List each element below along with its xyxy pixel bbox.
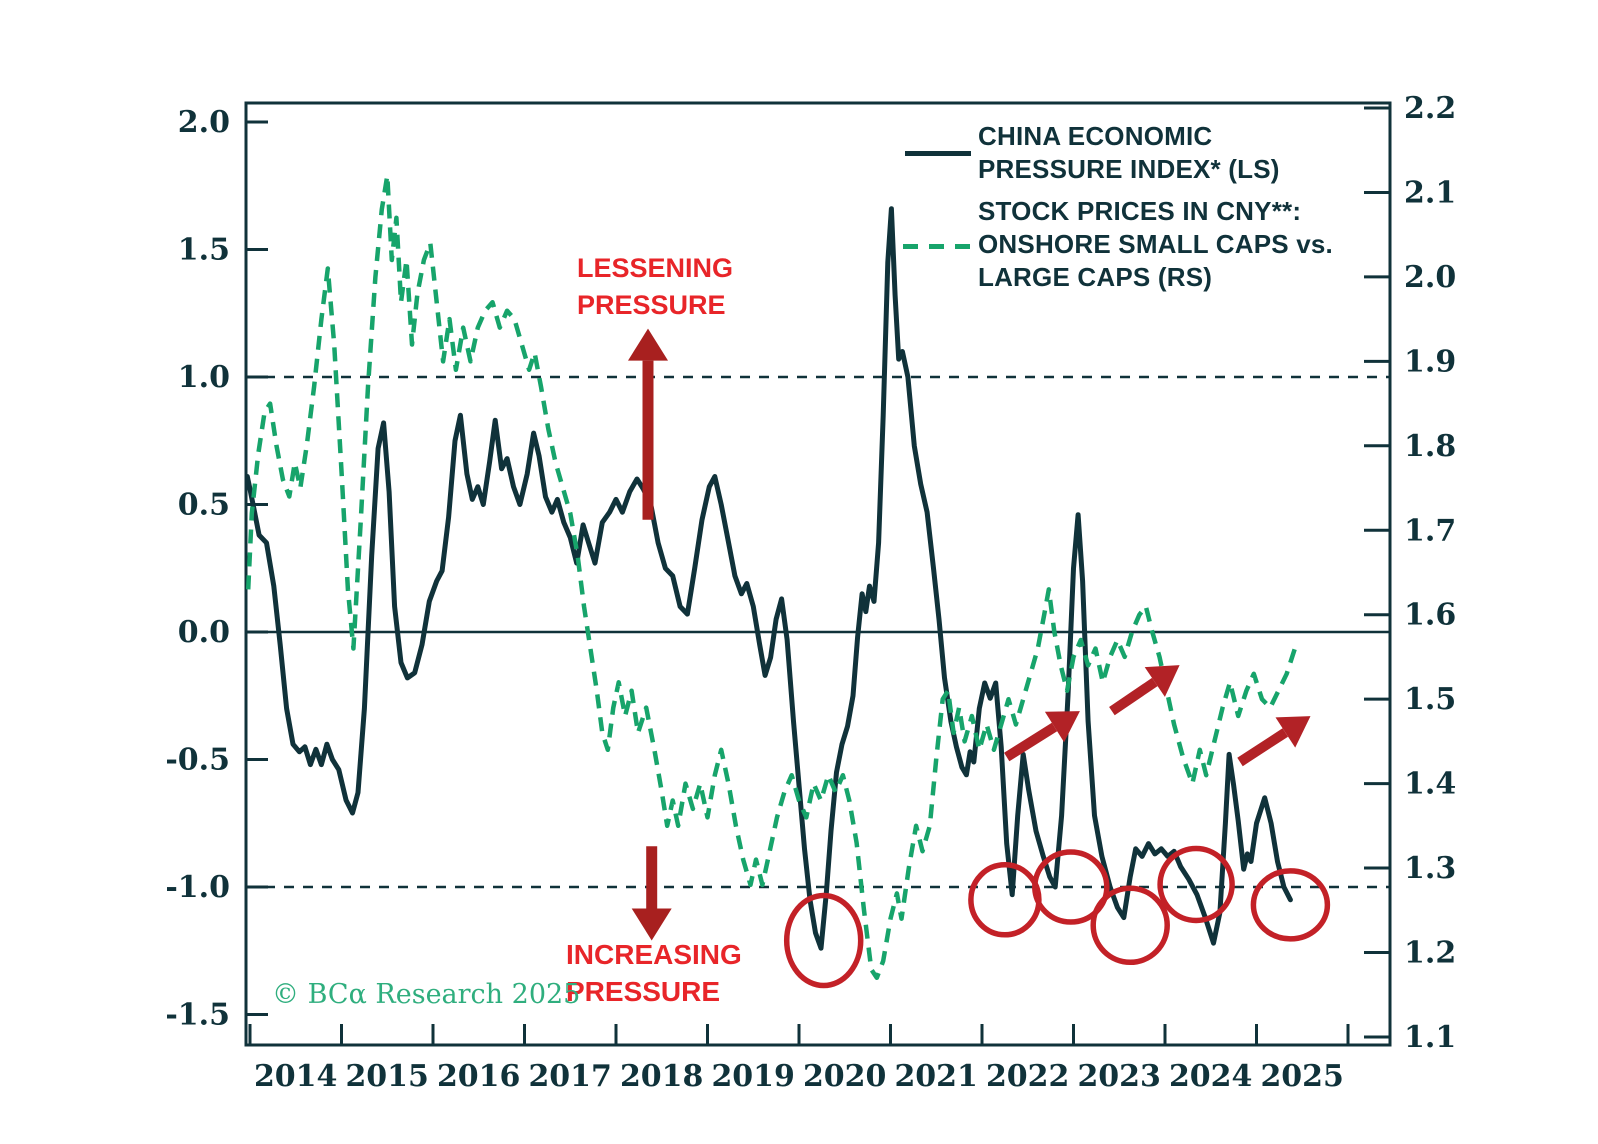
trend-arrow <box>1109 677 1158 716</box>
pressure-index-line <box>244 206 1293 951</box>
trend-arrow <box>1275 716 1311 748</box>
left-axis-label: 1.5 <box>178 233 230 268</box>
annotation-text: PRESSURE <box>577 290 726 320</box>
trend-arrow <box>1237 728 1289 767</box>
increasing-pressure-arrow <box>631 908 672 941</box>
right-axis-label: 1.7 <box>1404 513 1456 548</box>
right-axis-label: 1.6 <box>1404 598 1456 633</box>
smallcap-largecap-ratio-line <box>245 173 1298 981</box>
legend-label: PRESSURE INDEX* (LS) <box>978 154 1280 184</box>
legend-label: ONSHORE SMALL CAPS vs. <box>978 229 1333 259</box>
right-axis-label: 1.2 <box>1404 936 1456 971</box>
right-axis-label: 2.1 <box>1404 175 1456 210</box>
trend-arrow <box>1004 722 1058 762</box>
right-axis-label: 1.8 <box>1404 429 1456 464</box>
x-axis-label: 2024 <box>1169 1059 1253 1094</box>
highlight-circle <box>1090 885 1170 966</box>
right-axis-label: 1.4 <box>1404 767 1456 802</box>
highlight-circle <box>783 892 864 989</box>
axis-frame <box>244 101 1392 1047</box>
right-axis-label: 1.5 <box>1404 682 1456 717</box>
x-axis-label: 2015 <box>345 1059 429 1094</box>
x-axis-label: 2016 <box>437 1059 521 1094</box>
legend: CHINA ECONOMIC PRESSURE INDEX* (LS) STOC… <box>978 120 1333 294</box>
annotation-lessening-pressure: LESSENING PRESSURE <box>577 250 733 324</box>
right-axis-label: 1.3 <box>1404 851 1456 886</box>
left-axis-label: 2.0 <box>178 105 230 140</box>
trend-arrow <box>1144 665 1180 697</box>
x-axis-label: 2025 <box>1260 1059 1344 1094</box>
annotation-text: INCREASING <box>566 939 742 970</box>
trend-arrow <box>1044 711 1080 743</box>
annotation-text: LESSENING <box>577 253 734 283</box>
right-axis-label: 2.2 <box>1404 91 1456 126</box>
x-axis-label: 2017 <box>528 1059 612 1094</box>
legend-solid-line-swatch <box>905 151 971 156</box>
left-axis-label: 0.0 <box>178 615 230 650</box>
legend-dashed-line-swatch <box>903 244 975 249</box>
highlight-circle <box>1157 845 1235 924</box>
highlight-circle <box>968 862 1042 938</box>
highlight-circle <box>1250 868 1331 942</box>
left-axis-label: 1.0 <box>178 360 230 395</box>
x-axis-label: 2018 <box>620 1059 704 1094</box>
left-axis-label: -0.5 <box>165 743 230 778</box>
legend-entry-pressure-index: CHINA ECONOMIC PRESSURE INDEX* (LS) <box>978 120 1333 186</box>
x-axis-label: 2023 <box>1077 1059 1161 1094</box>
right-axis-label: 2.0 <box>1404 260 1456 295</box>
right-axis-label: 1.1 <box>1404 1020 1456 1055</box>
left-axis-label: -1.5 <box>165 998 230 1033</box>
legend-entry-stock-ratio: STOCK PRICES IN CNY**: ONSHORE SMALL CAP… <box>978 195 1333 294</box>
x-axis-label: 2022 <box>986 1059 1070 1094</box>
x-axis-label: 2014 <box>254 1059 338 1094</box>
annotation-increasing-pressure: INCREASING PRESSURE <box>566 936 742 1010</box>
lessening-pressure-arrow <box>628 328 668 361</box>
left-axis-label: -1.0 <box>165 870 230 905</box>
legend-label: CHINA ECONOMIC <box>978 121 1213 151</box>
legend-label: LARGE CAPS (RS) <box>978 262 1213 292</box>
x-axis-label: 2020 <box>803 1059 887 1094</box>
legend-label: STOCK PRICES IN CNY**: <box>978 196 1302 226</box>
right-axis-label: 1.9 <box>1404 344 1456 379</box>
highlight-circle <box>1032 849 1110 925</box>
x-axis-label: 2019 <box>711 1059 795 1094</box>
copyright-notice: © BCα Research 2025 <box>272 979 581 1010</box>
x-axis-label: 2021 <box>894 1059 978 1094</box>
left-axis-label: 0.5 <box>178 488 230 523</box>
annotation-text: PRESSURE <box>566 976 721 1007</box>
